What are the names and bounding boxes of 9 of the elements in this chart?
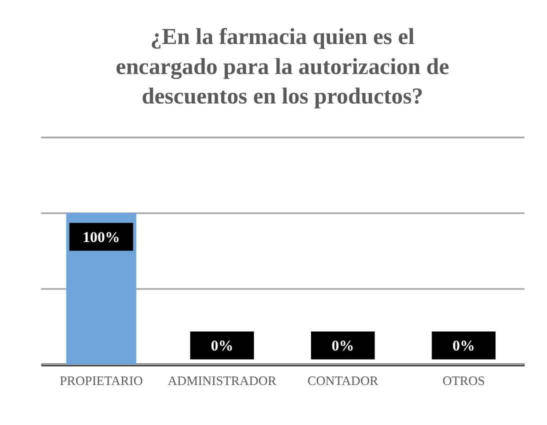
chart-title: ¿En la farmacia quien es el encargado para la autorizacion de descuentos en los productos? <box>116 24 450 109</box>
x-tick-label: OTROS <box>442 372 485 388</box>
x-tick-label: PROPIETARIO <box>60 372 143 388</box>
x-tick-label: ADMINISTRADOR <box>168 372 277 388</box>
x-tick-label: CONTADOR <box>307 372 379 388</box>
data-label: 0% <box>452 338 475 354</box>
data-label: 100% <box>82 230 120 246</box>
data-label: 0% <box>210 338 234 354</box>
data-label: 0% <box>332 338 354 354</box>
